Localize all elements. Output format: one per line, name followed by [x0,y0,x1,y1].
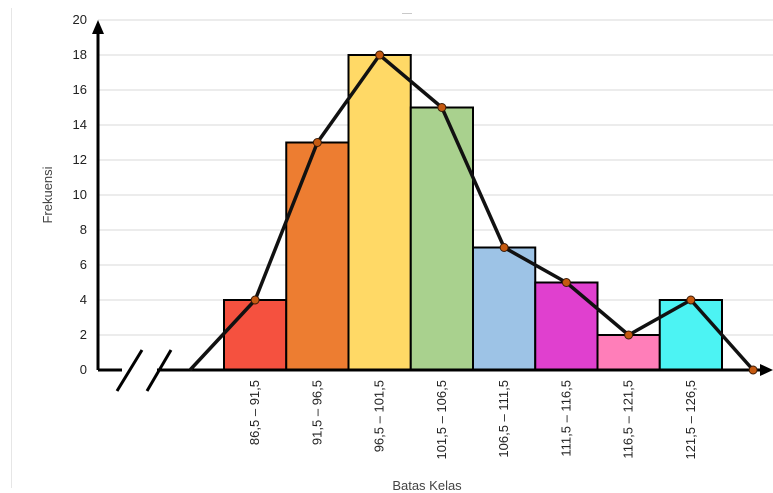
polygon-point [499,243,509,252]
polygon-point [748,365,758,375]
histogram-bar [223,299,288,371]
polygon-point [312,138,322,147]
y-tick-label: 10 [73,187,87,202]
polygon-point [561,278,571,287]
histogram-bar [285,141,350,371]
x-tick-label: 121,5 – 126,5 [683,380,698,460]
panel-handle-mark [402,13,412,14]
polygon-point [250,295,260,305]
histogram-bar [347,54,412,371]
histogram-bar [596,334,661,371]
x-tick-labels: 86,5 – 91,5 91,5 – 96,5 96,5 – 101,5 101,5 … [247,380,698,460]
y-tick-label: 6 [80,257,87,272]
y-axis-arrow [92,20,104,34]
histogram-bar [534,281,599,371]
y-tick-label: 2 [80,327,87,342]
x-tick-label: 101,5 – 106,5 [434,380,449,460]
y-tick-label: 18 [73,47,87,62]
frequency-polygon [188,50,758,375]
polygon-point [624,330,634,340]
x-tick-label: 91,5 – 96,5 [309,380,324,445]
x-axis-arrow [760,364,773,376]
polygon-point [686,295,696,305]
x-tick-label: 111,5 – 116,5 [558,380,573,457]
y-tick-label: 16 [73,82,87,97]
y-tick-label: 4 [80,292,87,307]
chart-axes [92,20,773,392]
x-tick-label: 96,5 – 101,5 [372,380,387,452]
y-axis-title: Frekuensi [40,166,55,223]
x-tick-label: 86,5 – 91,5 [247,380,262,445]
axis-break-slash [145,349,173,392]
x-tick-label: 106,5 – 111,5 [496,380,511,458]
histogram-bar [409,106,474,371]
y-tick-label: 20 [73,12,87,27]
histogram-bars [223,54,723,371]
y-tick-label: 0 [80,362,87,377]
y-tick-labels: 0 2 4 6 8 10 12 14 16 18 20 [73,12,87,377]
x-axis-title: Batas Kelas [392,478,462,493]
axis-break-slash [115,349,144,392]
x-tick-label: 116,5 – 121,5 [621,380,636,459]
panel-edge-line [11,8,12,488]
polygon-line [188,53,755,372]
y-tick-label: 8 [80,222,87,237]
y-tick-label: 14 [73,117,87,132]
y-tick-label: 12 [73,152,87,167]
histogram-bar [472,246,537,371]
polygon-point [437,103,447,112]
polygon-point [375,50,385,60]
